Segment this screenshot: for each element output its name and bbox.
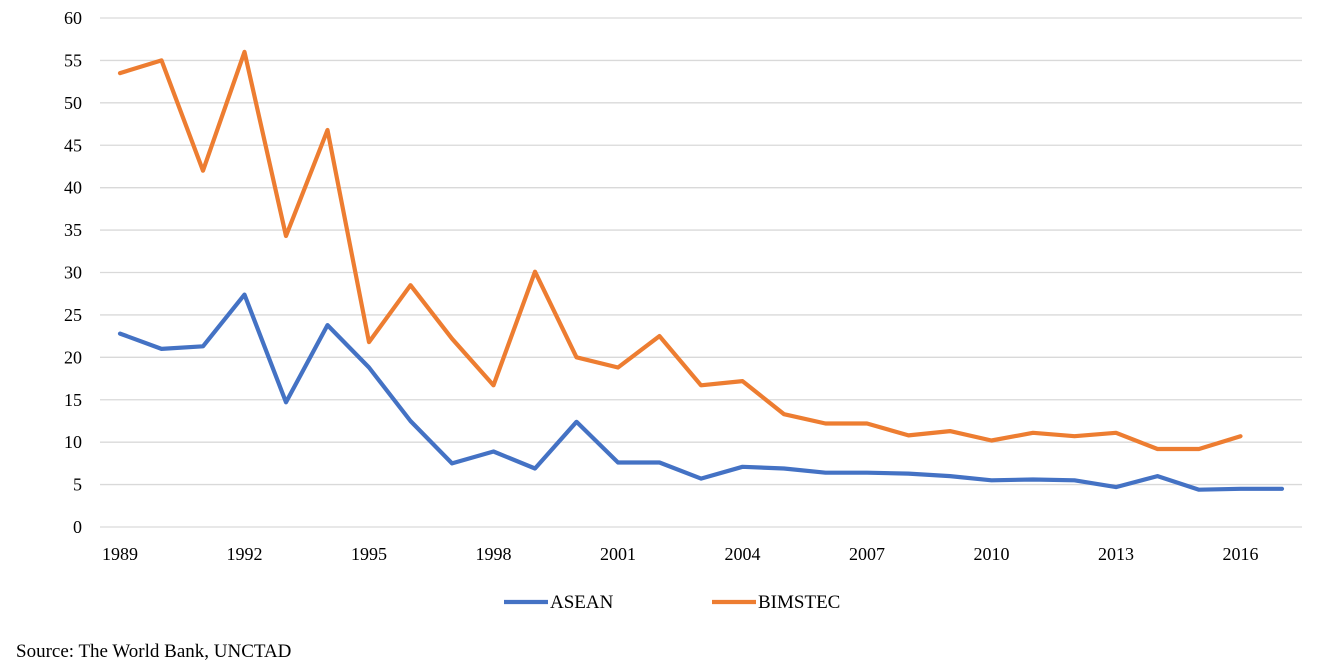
y-tick-label: 15 xyxy=(64,390,82,410)
x-tick-label: 1998 xyxy=(476,544,512,564)
x-tick-label: 2001 xyxy=(600,544,636,564)
y-tick-label: 50 xyxy=(64,93,82,113)
x-tick-label: 2007 xyxy=(849,544,885,564)
y-tick-label: 55 xyxy=(64,50,82,70)
x-tick-label: 1995 xyxy=(351,544,387,564)
x-tick-label: 2004 xyxy=(725,544,761,564)
x-tick-label: 1992 xyxy=(227,544,263,564)
y-axis-ticks: 0 5 10 15 20 25 30 35 40 45 50 55 60 xyxy=(64,8,82,537)
y-tick-label: 25 xyxy=(64,305,82,325)
x-tick-label: 1989 xyxy=(102,544,138,564)
y-tick-label: 20 xyxy=(64,347,82,367)
x-tick-label: 2013 xyxy=(1098,544,1134,564)
x-tick-label: 2016 xyxy=(1223,544,1259,564)
series-lines xyxy=(117,49,1285,492)
y-tick-label: 40 xyxy=(64,178,82,198)
y-tick-label: 45 xyxy=(64,135,82,155)
y-tick-label: 5 xyxy=(73,475,82,495)
y-tick-label: 35 xyxy=(64,220,82,240)
series-line-bimstec xyxy=(117,49,1243,452)
x-axis-ticks: 1989 1992 1995 1998 2001 2004 2007 2010 2013 2016 xyxy=(102,544,1259,564)
legend-label-asean: ASEAN xyxy=(550,592,614,613)
y-tick-label: 60 xyxy=(64,8,82,28)
y-tick-label: 10 xyxy=(64,432,82,452)
y-tick-label: 0 xyxy=(73,517,82,537)
y-tick-label: 30 xyxy=(64,263,82,283)
legend-label-bimstec: BIMSTEC xyxy=(758,592,840,613)
legend: ASEAN BIMSTEC xyxy=(504,592,840,613)
series-line-asean xyxy=(117,292,1285,492)
x-tick-label: 2010 xyxy=(974,544,1010,564)
source-note: Source: The World Bank, UNCTAD xyxy=(16,641,292,662)
gridlines xyxy=(100,17,1302,528)
